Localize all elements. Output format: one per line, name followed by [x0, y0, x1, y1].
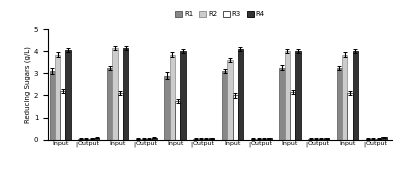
Bar — [285, 51, 290, 140]
Bar — [94, 138, 100, 140]
Bar — [295, 51, 300, 140]
Bar — [348, 93, 353, 140]
Bar — [279, 68, 285, 140]
Bar — [175, 101, 180, 140]
Bar — [66, 50, 71, 140]
Bar — [89, 139, 94, 140]
Bar — [78, 139, 84, 140]
Bar — [112, 48, 118, 140]
Bar — [290, 92, 295, 140]
Bar — [204, 139, 209, 140]
Bar — [107, 68, 112, 140]
Bar — [261, 139, 266, 140]
Bar — [84, 139, 89, 140]
Bar — [256, 139, 261, 140]
Bar — [170, 55, 175, 140]
Bar — [209, 138, 214, 140]
Bar — [198, 139, 204, 140]
Bar — [193, 139, 198, 140]
Bar — [319, 139, 324, 140]
Bar — [251, 139, 256, 140]
Bar — [227, 60, 232, 140]
Bar — [313, 139, 319, 140]
Bar — [222, 71, 227, 140]
Bar — [353, 51, 358, 140]
Bar — [152, 138, 157, 140]
Bar — [232, 95, 238, 140]
Bar — [376, 139, 382, 140]
Bar — [266, 138, 272, 140]
Bar — [123, 48, 128, 140]
Bar — [371, 139, 376, 140]
Bar — [118, 93, 123, 140]
Bar — [50, 71, 55, 140]
Y-axis label: Reducing Sugars (g/L): Reducing Sugars (g/L) — [24, 46, 31, 123]
Legend: R1, R2, R3, R4: R1, R2, R3, R4 — [172, 8, 268, 20]
Bar — [342, 55, 348, 140]
Bar — [60, 91, 66, 140]
Bar — [136, 139, 141, 140]
Bar — [238, 49, 243, 140]
Bar — [308, 139, 313, 140]
Bar — [180, 51, 186, 140]
Bar — [146, 139, 152, 140]
Bar — [366, 139, 371, 140]
Bar — [141, 139, 146, 140]
Bar — [337, 68, 342, 140]
Bar — [164, 75, 170, 140]
Bar — [324, 138, 329, 140]
Bar — [55, 55, 60, 140]
Bar — [382, 138, 387, 140]
